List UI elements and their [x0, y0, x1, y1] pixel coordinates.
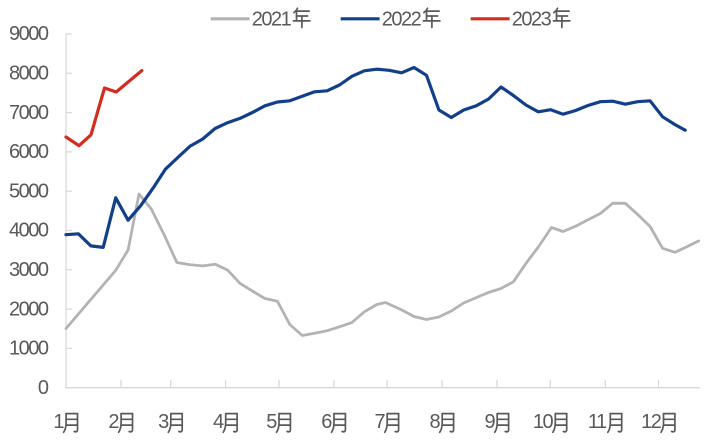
svg-text:7: 7	[375, 411, 386, 433]
svg-text:3000: 3000	[9, 259, 49, 281]
svg-text:9000: 9000	[9, 23, 49, 45]
svg-text:1000: 1000	[9, 338, 49, 360]
svg-text:6: 6	[321, 411, 332, 433]
svg-text:9: 9	[485, 411, 496, 433]
svg-text:1: 1	[53, 411, 64, 433]
svg-text:2: 2	[108, 411, 119, 433]
svg-text:6000: 6000	[9, 141, 49, 163]
svg-text:2021: 2021	[252, 9, 292, 31]
svg-text:3: 3	[158, 411, 169, 433]
svg-text:0: 0	[38, 377, 49, 399]
svg-text:4: 4	[213, 411, 224, 433]
svg-text:11: 11	[588, 411, 607, 433]
svg-text:10: 10	[533, 411, 554, 433]
svg-text:8000: 8000	[9, 63, 49, 85]
svg-text:12: 12	[641, 411, 662, 433]
svg-text:2000: 2000	[9, 298, 49, 320]
svg-text:5000: 5000	[9, 180, 49, 202]
svg-text:2023: 2023	[512, 9, 552, 31]
svg-text:7000: 7000	[9, 102, 49, 124]
svg-text:2022: 2022	[382, 9, 422, 31]
svg-text:8: 8	[430, 411, 441, 433]
svg-text:4000: 4000	[9, 220, 49, 242]
svg-text:5: 5	[266, 411, 277, 433]
